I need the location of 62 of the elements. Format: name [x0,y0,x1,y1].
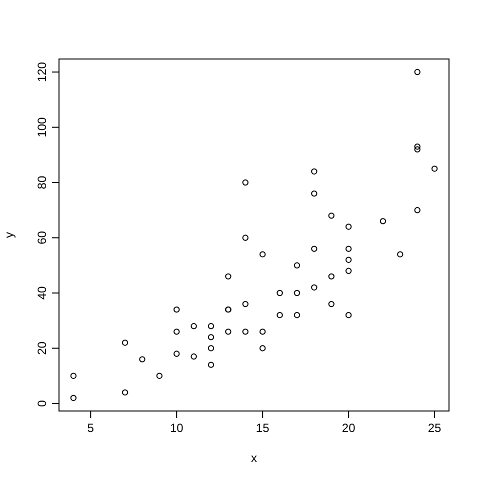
point [242,179,248,186]
y-tick-label: 60 [35,230,49,244]
point [345,224,352,230]
x-axis-title: x [251,451,257,465]
x-tick-label: 5 [87,421,94,435]
point [225,328,232,335]
y-tick-label: 0 [35,400,49,407]
point [414,207,420,214]
y-tick-label: 80 [35,176,49,190]
y-tick-label: 40 [35,286,49,300]
point [174,328,180,335]
point [242,300,248,308]
y-axis-title: y [2,232,16,238]
point [414,68,420,76]
point [174,306,180,313]
point [190,353,197,360]
point [225,273,232,280]
point [345,246,352,252]
point [345,256,352,263]
point [174,350,180,357]
point [294,290,300,296]
x-tick-label: 25 [428,421,442,435]
point [328,273,334,280]
point [208,323,214,330]
x-tick-label: 20 [342,421,356,435]
point [397,251,404,258]
y-tick-label: 100 [35,116,49,138]
point [260,251,266,258]
point [311,190,318,197]
point [208,334,214,340]
point [156,372,163,379]
y-tick-label: 20 [35,341,49,355]
point [70,394,77,402]
x-tick-label: 10 [170,421,184,435]
point [328,300,334,308]
point [122,340,128,346]
point [139,356,146,362]
point [414,144,420,150]
point [122,389,128,396]
point [276,290,283,296]
point [345,268,352,274]
point [294,262,300,268]
x-tick-label: 15 [256,421,270,435]
point [260,345,266,352]
point [242,234,248,241]
point [208,345,214,352]
point [380,218,386,224]
point [345,312,352,318]
point [190,323,197,330]
point [311,284,318,291]
point [414,146,420,152]
point [328,212,334,219]
point [276,312,283,318]
point [260,328,266,335]
point [242,328,248,335]
y-tick-label: 120 [35,62,49,82]
point [311,168,318,175]
point [294,312,300,318]
point [431,166,438,172]
point [311,246,318,252]
point [70,372,77,379]
point [208,362,214,368]
